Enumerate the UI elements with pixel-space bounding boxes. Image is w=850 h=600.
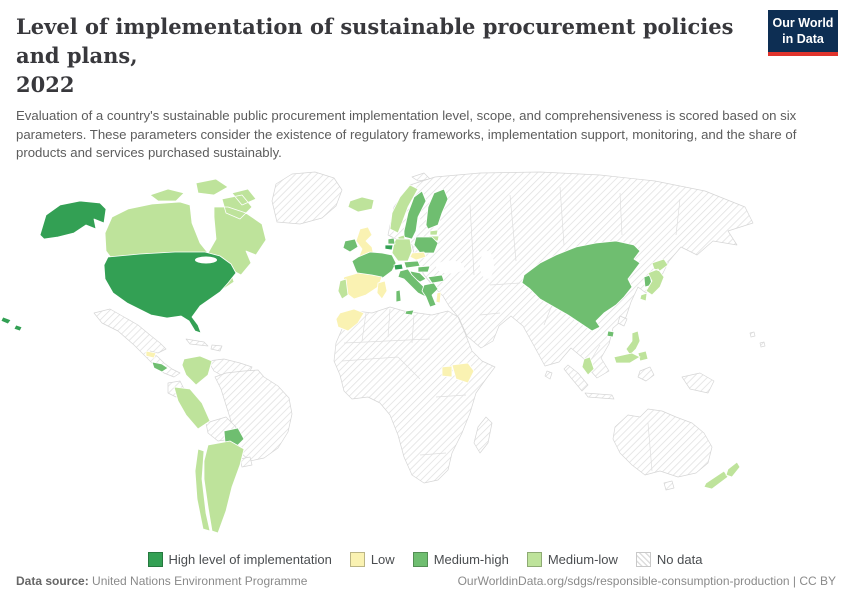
region-sri-lanka[interactable] bbox=[544, 370, 553, 380]
country-switzerland[interactable] bbox=[393, 263, 404, 271]
country-new-zealand[interactable] bbox=[703, 461, 741, 490]
country-brazil[interactable] bbox=[214, 369, 293, 462]
country-netherlands[interactable] bbox=[387, 237, 396, 245]
caspian-sea bbox=[480, 251, 494, 280]
country-belgium[interactable] bbox=[384, 244, 394, 251]
country-czechia[interactable] bbox=[409, 251, 427, 261]
country-uganda[interactable] bbox=[441, 365, 453, 378]
legend-label-medium-high: Medium-high bbox=[433, 552, 509, 568]
country-kenya[interactable] bbox=[451, 362, 475, 384]
page-title: Level of implementation of sustainable p… bbox=[16, 13, 761, 100]
country-hungary[interactable] bbox=[417, 265, 431, 273]
country-peru[interactable] bbox=[173, 386, 211, 430]
country-chile[interactable] bbox=[194, 448, 211, 532]
legend-item-medium-low[interactable]: Medium-low bbox=[526, 552, 618, 568]
country-tunisia[interactable] bbox=[376, 280, 388, 300]
legend-item-low[interactable]: Low bbox=[349, 552, 395, 568]
country-greece[interactable] bbox=[421, 282, 439, 308]
country-honduras[interactable] bbox=[145, 350, 157, 359]
footer-link[interactable]: OurWorldinData.org/sdgs/responsible-cons… bbox=[457, 574, 836, 588]
country-germany[interactable] bbox=[391, 238, 413, 262]
country-mexico[interactable] bbox=[93, 308, 181, 378]
chart-footer: Data source: United Nations Environment … bbox=[16, 574, 836, 588]
country-china[interactable] bbox=[521, 240, 641, 338]
title-line-2: 2022 bbox=[16, 71, 75, 97]
country-bulgaria[interactable] bbox=[427, 274, 445, 284]
legend-swatch-medium-high bbox=[412, 552, 428, 568]
legend-item-medium-high[interactable]: Medium-high bbox=[412, 552, 509, 568]
logo-line-1: Our World bbox=[772, 16, 834, 30]
country-colombia[interactable] bbox=[181, 355, 213, 386]
legend-swatch-no-data bbox=[635, 552, 651, 568]
chart-header: Level of implementation of sustainable p… bbox=[0, 0, 850, 163]
country-australia[interactable] bbox=[612, 408, 713, 491]
chart-subtitle: Evaluation of a country's sustainable pu… bbox=[16, 107, 797, 161]
country-united-states[interactable] bbox=[0, 200, 237, 334]
legend-label-medium-low: Medium-low bbox=[547, 552, 618, 568]
legend-label-low: Low bbox=[370, 552, 395, 568]
country-morocco[interactable] bbox=[335, 308, 365, 332]
logo-line-2: in Data bbox=[782, 31, 824, 46]
legend-swatch-medium-low bbox=[526, 552, 542, 568]
owid-logo: Our World in Data bbox=[768, 10, 838, 57]
country-iceland[interactable] bbox=[347, 196, 375, 213]
country-greenland[interactable] bbox=[271, 171, 343, 225]
country-norway[interactable] bbox=[389, 184, 419, 234]
choropleth-svg bbox=[0, 171, 766, 534]
legend-item-high[interactable]: High level of implementation bbox=[147, 552, 332, 568]
internal-borders bbox=[341, 187, 681, 472]
region-taiwan[interactable] bbox=[617, 315, 628, 327]
country-costa-rica[interactable] bbox=[151, 361, 169, 373]
legend-item-no-data[interactable]: No data bbox=[635, 552, 703, 568]
country-indonesia[interactable] bbox=[563, 364, 715, 400]
region-africa[interactable] bbox=[333, 306, 496, 484]
country-argentina[interactable] bbox=[203, 440, 245, 534]
data-source-value: United Nations Environment Programme bbox=[88, 574, 308, 588]
country-cuba[interactable] bbox=[185, 338, 209, 347]
great-lakes bbox=[195, 256, 217, 264]
country-ireland[interactable] bbox=[342, 238, 359, 253]
legend-swatch-high bbox=[147, 552, 163, 568]
country-poland[interactable] bbox=[413, 236, 439, 254]
data-source-label: Data source: bbox=[16, 574, 89, 588]
title-line-1: Level of implementation of sustainable p… bbox=[16, 14, 734, 68]
country-portugal[interactable] bbox=[337, 278, 349, 300]
legend-swatch-low bbox=[349, 552, 365, 568]
region-pacific-islands[interactable] bbox=[749, 331, 766, 348]
world-map bbox=[0, 165, 850, 550]
country-madagascar[interactable] bbox=[473, 416, 493, 454]
legend-label-high: High level of implementation bbox=[168, 552, 332, 568]
country-malaysia[interactable] bbox=[581, 352, 641, 376]
country-estonia[interactable] bbox=[429, 229, 439, 236]
map-legend: High level of implementation Low Medium-… bbox=[0, 552, 850, 568]
region-uruguay[interactable] bbox=[239, 456, 253, 468]
country-finland[interactable] bbox=[425, 188, 449, 230]
data-source: Data source: United Nations Environment … bbox=[16, 574, 307, 588]
legend-label-no-data: No data bbox=[656, 552, 703, 568]
country-sweden[interactable] bbox=[403, 190, 427, 240]
country-austria[interactable] bbox=[403, 260, 421, 269]
country-israel[interactable] bbox=[435, 291, 442, 304]
region-hispaniola[interactable] bbox=[210, 344, 223, 352]
country-japan[interactable] bbox=[639, 258, 669, 302]
black-sea bbox=[436, 260, 464, 274]
